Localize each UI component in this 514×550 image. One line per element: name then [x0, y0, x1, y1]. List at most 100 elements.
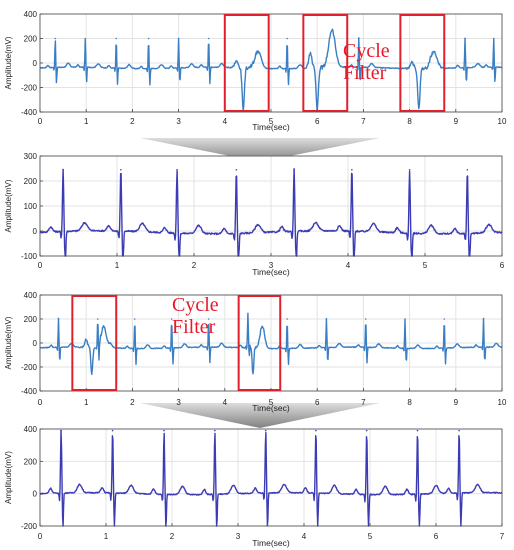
y-tick-label: 0	[33, 490, 38, 499]
r-peak-point	[286, 318, 288, 320]
x-tick-label: 9	[454, 398, 459, 407]
arrow-funnel-1	[140, 138, 380, 162]
r-peak-point	[458, 429, 460, 432]
y-axis-label: Amplitude(mV)	[4, 316, 13, 369]
x-tick-label: 6	[315, 398, 320, 407]
x-axis-label: Time(sec)	[252, 538, 290, 548]
r-peak-point	[120, 168, 122, 171]
annotation-text: Cycle	[343, 40, 390, 62]
r-peak-point	[147, 37, 150, 40]
r-peak-point	[443, 318, 446, 320]
signal-line	[39, 168, 503, 257]
x-tick-label: 7	[361, 398, 366, 407]
r-peak-point	[365, 429, 368, 432]
x-tick-label: 0	[38, 261, 43, 270]
r-peak-point	[170, 318, 173, 320]
y-axis-label: Amplitude(mV)	[4, 451, 13, 504]
x-tick-label: 2	[130, 117, 135, 126]
r-peak-point	[207, 37, 210, 40]
r-peak-point	[111, 429, 114, 432]
y-tick-label: 200	[24, 35, 38, 44]
x-tick-label: 8	[407, 117, 412, 126]
x-tick-label: 3	[236, 532, 241, 541]
r-peak-point	[60, 429, 62, 432]
r-peak-point	[247, 318, 249, 320]
x-tick-label: 5	[269, 398, 274, 407]
x-tick-label: 7	[500, 532, 505, 541]
r-peak-point	[315, 429, 317, 432]
chart-panel-1: 0 1 2 3 4 5 6 7 8 9 10 -400 -200 0 200 400 Time(sec) Ampl…	[4, 10, 507, 132]
r-peak-point	[176, 168, 178, 171]
r-peak-point	[416, 429, 419, 432]
y-tick-label: 100	[24, 202, 38, 211]
x-tick-label: 2	[192, 261, 197, 270]
y-tick-label: -200	[21, 84, 38, 93]
y-tick-label: 400	[24, 10, 38, 19]
r-peak-point	[57, 318, 60, 320]
signal-line	[39, 429, 503, 527]
x-tick-label: 6	[434, 532, 439, 541]
x-tick-label: 3	[176, 398, 181, 407]
r-peak-point	[325, 318, 328, 320]
r-peak-point	[207, 318, 210, 320]
x-tick-label: 9	[454, 117, 459, 126]
plot-area	[40, 429, 502, 526]
r-peak-point	[286, 37, 288, 40]
y-tick-label: 0	[33, 227, 38, 236]
r-peak-point	[492, 37, 495, 40]
x-tick-label: 0	[38, 117, 43, 126]
x-tick-label: 10	[498, 117, 507, 126]
highlight-box	[399, 14, 446, 112]
y-tick-label: 300	[24, 152, 38, 161]
x-tick-label: 3	[269, 261, 274, 270]
x-tick-label: 5	[423, 261, 428, 270]
x-tick-label: 0	[38, 398, 43, 407]
arrow-funnel-2	[140, 403, 380, 428]
highlight-box	[237, 295, 282, 391]
y-tick-label: -100	[21, 252, 38, 261]
x-tick-label: 2	[130, 398, 135, 407]
x-axis-label: Time(sec)	[252, 267, 290, 277]
r-peak-point	[404, 318, 406, 320]
r-peak-point	[133, 318, 136, 320]
y-axis-label: Amplitude(mV)	[4, 36, 13, 89]
annotation-text: Filter	[343, 62, 387, 84]
r-peak-point	[214, 429, 216, 432]
r-peak-point	[364, 318, 367, 320]
x-tick-label: 6	[500, 261, 505, 270]
y-tick-label: 400	[24, 291, 38, 300]
r-peak-point	[84, 37, 87, 40]
highlight-box	[302, 14, 349, 112]
x-tick-label: 0	[38, 532, 43, 541]
r-peak-point	[235, 168, 238, 171]
y-tick-label: 0	[33, 339, 38, 348]
chart-panel-3: 0 1 2 3 4 5 6 7 8 9 10 -400 -200 0 200 400 Time(sec) Ampl…	[4, 291, 507, 413]
plot-frame	[39, 428, 503, 527]
r-peak-point	[177, 37, 180, 40]
x-tick-label: 3	[176, 117, 181, 126]
chart-panel-2: 0 1 2 3 4 5 6-1000100200300Time(sec)Amplitude(…	[4, 152, 505, 277]
r-peak-point	[357, 37, 360, 40]
y-tick-label: 0	[33, 59, 38, 68]
r-peak-point	[96, 318, 99, 320]
y-tick-label: -200	[21, 522, 38, 531]
y-tick-label: -400	[21, 387, 38, 396]
y-axis-label: Amplitude(mV)	[4, 179, 13, 232]
x-tick-label: 10	[498, 398, 507, 407]
y-tick-label: 400	[24, 425, 38, 434]
x-tick-label: 4	[223, 398, 228, 407]
x-tick-label: 4	[346, 261, 351, 270]
x-axis-label: Time(sec)	[252, 403, 290, 413]
y-tick-label: 200	[24, 177, 38, 186]
x-tick-label: 2	[170, 532, 175, 541]
r-peak-point	[264, 429, 267, 432]
x-tick-label: 5	[269, 117, 274, 126]
annotation-text: Cycle	[172, 294, 219, 316]
x-tick-label: 6	[315, 117, 320, 126]
r-peak-point	[293, 168, 295, 171]
y-tick-label: 200	[24, 457, 38, 466]
r-peak-point	[351, 168, 353, 171]
highlight-box	[223, 14, 270, 112]
x-tick-label: 4	[302, 532, 307, 541]
